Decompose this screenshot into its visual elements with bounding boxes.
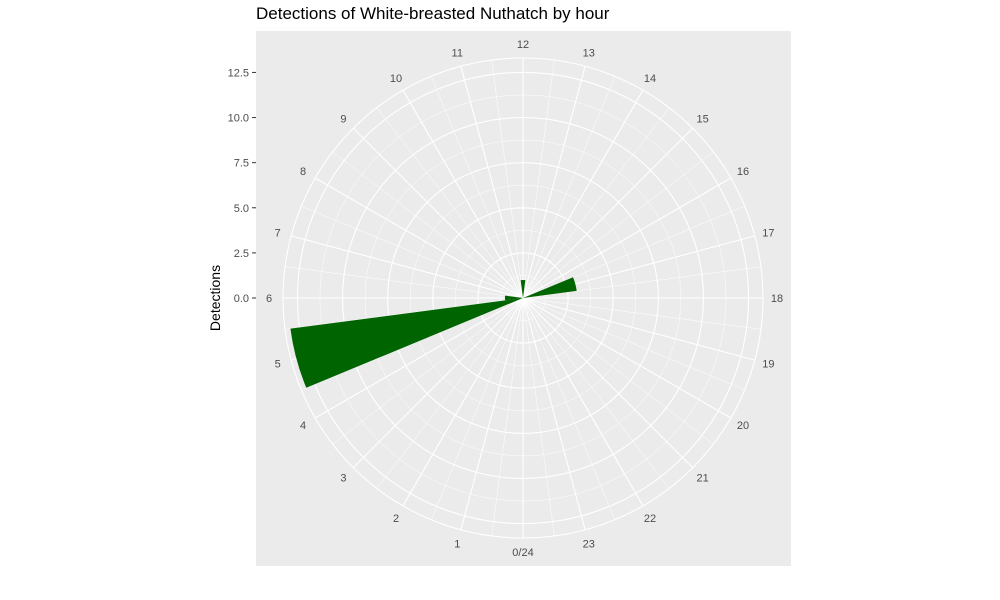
grid-spoke-major-18 [352, 127, 524, 299]
grid-spoke-major-8 [314, 297, 524, 419]
grid-spoke-minor-1 [491, 297, 524, 536]
grid-spoke-minor-17 [332, 151, 524, 299]
hour-label-11: 11 [452, 48, 463, 60]
grid-spoke-major-4 [402, 297, 524, 507]
grid-spoke-major-38 [522, 297, 755, 361]
grid-spoke-major-2 [460, 297, 524, 530]
y-tick-label-0: 0.0 [234, 293, 249, 305]
hour-label-22: 22 [644, 513, 656, 525]
hour-label-23: 23 [583, 538, 595, 550]
y-axis: 0.0 2.5 5.0 7.5 10.0 12.5 [228, 67, 256, 305]
bar-hour-6 [504, 295, 523, 301]
grid-spoke-major-22 [460, 66, 524, 299]
hour-label-2: 2 [393, 513, 399, 525]
grid-spoke-minor-41 [522, 297, 714, 445]
hour-label-13: 13 [583, 48, 595, 60]
grid-spoke-minor-27 [522, 76, 616, 299]
grid-lines [282, 57, 764, 539]
hour-label-21: 21 [696, 473, 708, 485]
grid-spoke-minor-43 [522, 297, 670, 489]
hour-label-14: 14 [644, 73, 656, 85]
y-tick-label-1: 2.5 [234, 248, 249, 260]
grid-spoke-major-42 [522, 297, 694, 469]
grid-spoke-major-44 [522, 297, 644, 507]
hour-label-5: 5 [275, 359, 281, 371]
grid-spoke-major-28 [522, 89, 644, 299]
grid-spoke-minor-23 [491, 60, 524, 299]
hour-label-19: 19 [762, 359, 774, 371]
grid-spoke-major-30 [522, 127, 694, 299]
grid-spoke-major-40 [522, 297, 732, 419]
chart-title: Detections of White-breasted Nuthatch by… [256, 4, 610, 23]
hour-label-7: 7 [275, 227, 281, 239]
grid-spoke-major-32 [522, 177, 732, 299]
grid-spoke-minor-19 [376, 107, 524, 299]
hour-tick-labels: 0/24123456789101112131415161718192021222… [266, 39, 783, 559]
hour-label-17: 17 [762, 227, 774, 239]
hour-label-20: 20 [737, 420, 749, 432]
grid-spoke-minor-31 [522, 151, 714, 299]
bar-series [290, 277, 577, 388]
grid-spoke-major-16 [314, 177, 524, 299]
y-tick-label-2: 5.0 [234, 203, 249, 215]
grid-spoke-minor-7 [332, 297, 524, 445]
bar-hour-5 [290, 298, 523, 388]
grid-spoke-major-6 [352, 297, 524, 469]
hour-label-10: 10 [390, 73, 402, 85]
grid-spoke-minor-15 [301, 205, 524, 299]
grid-spoke-minor-35 [522, 266, 761, 299]
grid-spoke-minor-25 [522, 60, 555, 299]
bar-hour-12 [520, 279, 526, 298]
hour-label-3: 3 [340, 473, 346, 485]
hour-label-12: 12 [517, 39, 529, 51]
grid-spoke-major-20 [402, 89, 524, 299]
y-tick-label-4: 10.0 [228, 113, 249, 125]
grid-spoke-minor-37 [522, 297, 761, 330]
grid-spoke-minor-47 [522, 297, 555, 536]
hour-label-15: 15 [696, 113, 708, 125]
y-axis-title: Detections [207, 265, 223, 331]
hour-label-0: 0/24 [512, 547, 533, 559]
y-tick-label-3: 7.5 [234, 158, 249, 170]
grid-spoke-minor-13 [285, 266, 524, 299]
grid-spoke-minor-45 [522, 297, 616, 520]
hour-label-16: 16 [737, 166, 749, 178]
hour-label-9: 9 [340, 113, 346, 125]
y-tick-label-5: 12.5 [228, 67, 249, 79]
hour-label-4: 4 [300, 420, 306, 432]
hour-label-18: 18 [771, 293, 783, 305]
grid-spoke-minor-29 [522, 107, 670, 299]
grid-spoke-minor-39 [522, 297, 745, 391]
grid-spoke-minor-5 [376, 297, 524, 489]
bar-hour-17 [523, 277, 577, 298]
grid-spoke-major-14 [291, 235, 524, 299]
hour-label-1: 1 [454, 538, 460, 550]
hour-label-8: 8 [300, 166, 306, 178]
grid-spoke-major-26 [522, 66, 586, 299]
hour-label-6: 6 [266, 293, 272, 305]
grid-spoke-minor-3 [430, 297, 524, 520]
grid-spoke-minor-21 [430, 76, 524, 299]
grid-spoke-major-46 [522, 297, 586, 530]
